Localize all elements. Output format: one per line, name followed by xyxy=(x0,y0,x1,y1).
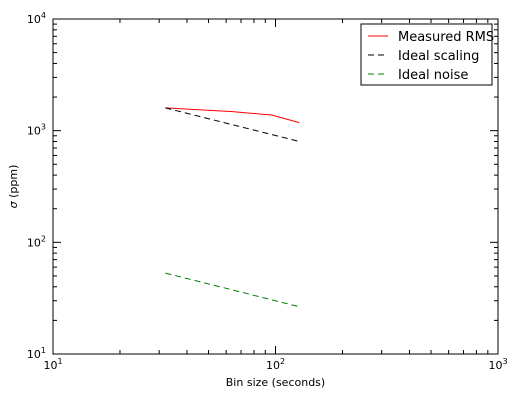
x-tick-label: 102 xyxy=(266,357,285,372)
legend-label-1: Measured RMS xyxy=(398,30,494,45)
y-tick-label: 101 xyxy=(27,346,46,361)
legend: Measured RMS Ideal scaling Ideal noise xyxy=(360,23,494,86)
legend-label-2: Ideal scaling xyxy=(398,49,479,64)
y-tick-label: 103 xyxy=(27,123,46,138)
y-axis-label: σ (ppm) xyxy=(7,165,20,209)
tick-labels: 101 102 103 101 102 103 104 xyxy=(27,11,508,372)
y-axis-label-text: (ppm) xyxy=(7,165,20,202)
legend-label-3: Ideal noise xyxy=(398,68,468,83)
series-line-3 xyxy=(165,272,300,308)
x-axis-label: Bin size (seconds) xyxy=(226,376,325,389)
ticks xyxy=(52,18,499,355)
plot-area xyxy=(165,107,300,308)
x-tick-label: 101 xyxy=(43,357,62,372)
y-tick-label: 104 xyxy=(27,11,46,26)
y-axis-label-symbol: σ xyxy=(7,200,20,208)
y-tick-label: 102 xyxy=(27,234,46,249)
legend-entries: Measured RMS Ideal scaling Ideal noise xyxy=(368,30,494,83)
series-line-1 xyxy=(165,107,300,124)
series-line-2 xyxy=(165,107,300,142)
x-tick-label: 103 xyxy=(488,357,507,372)
